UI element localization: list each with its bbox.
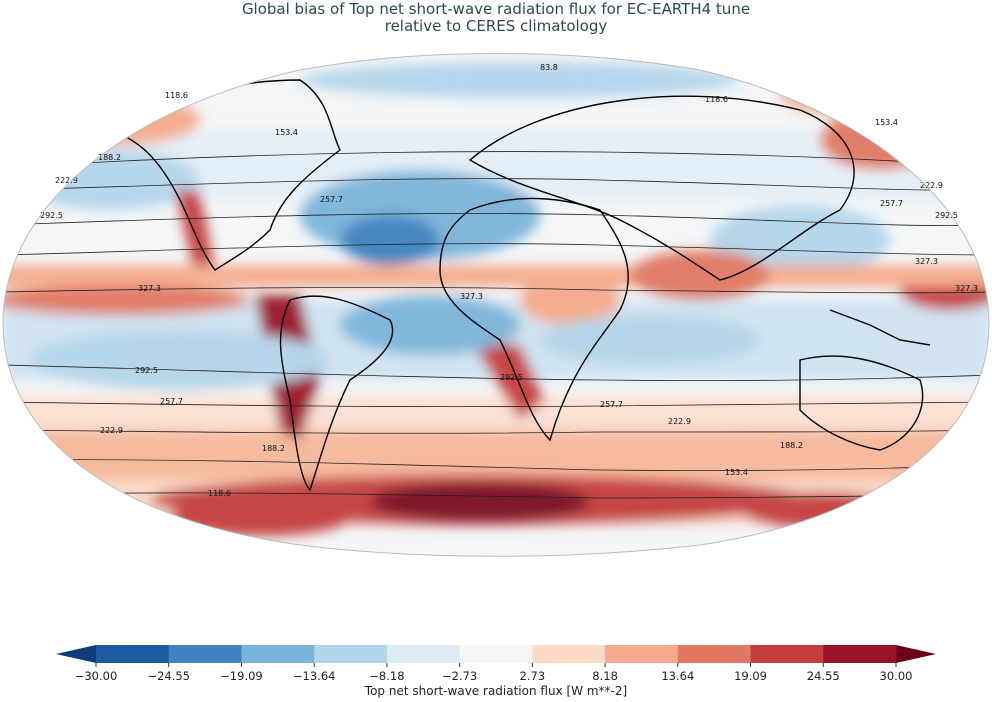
colorbar-tick-label: 13.64 bbox=[661, 669, 694, 683]
colorbar-tick-label: −8.18 bbox=[369, 669, 404, 683]
colorbar-swatches bbox=[56, 645, 936, 663]
colorbar-swatch bbox=[96, 645, 170, 663]
colorbar-swatch bbox=[823, 645, 897, 663]
contour-label: 257.7 bbox=[160, 397, 183, 406]
colorbar-extend-high bbox=[896, 645, 936, 663]
contour-label: 292.5 bbox=[500, 373, 523, 382]
contour-label: 257.7 bbox=[320, 195, 343, 204]
map-title-line2: relative to CERES climatology bbox=[384, 17, 608, 35]
contour-label: 188.2 bbox=[98, 153, 121, 162]
colorbar-tick-label: 8.18 bbox=[592, 669, 618, 683]
contour-label: 118.6 bbox=[165, 91, 188, 100]
contour-label: 327.3 bbox=[955, 284, 978, 293]
contour-label: 292.5 bbox=[40, 211, 63, 220]
colorbar-tick-label: 19.09 bbox=[734, 669, 767, 683]
colorbar-swatch bbox=[605, 645, 679, 663]
contour-label: 188.2 bbox=[780, 441, 803, 450]
colorbar-tick-label: −30.00 bbox=[75, 669, 118, 683]
colorbar-swatch bbox=[386, 645, 461, 663]
contour-label: 222.9 bbox=[920, 181, 943, 190]
contour-label: 222.9 bbox=[55, 176, 78, 185]
bias-map: 83.8 118.6 118.6 118.6 153.4 153.4 153.4… bbox=[2, 53, 990, 557]
colorbar-swatch bbox=[677, 645, 752, 663]
colorbar-extend-low bbox=[56, 645, 96, 663]
bias-field bbox=[3, 53, 989, 557]
colorbar-tick-label: 24.55 bbox=[807, 669, 840, 683]
contour-label: 118.6 bbox=[208, 489, 231, 498]
contour-label: 292.5 bbox=[935, 211, 958, 220]
contour-label: 153.4 bbox=[875, 118, 898, 127]
colorbar-swatch bbox=[241, 645, 315, 663]
colorbar-label: Top net short-wave radiation flux [W m**… bbox=[364, 684, 628, 698]
colorbar-tick-label: −13.64 bbox=[293, 669, 336, 683]
colorbar-tick-label: 30.00 bbox=[880, 669, 913, 683]
colorbar-tick-label: −2.73 bbox=[442, 669, 477, 683]
colorbar-tick-label: −24.55 bbox=[147, 669, 190, 683]
colorbar-swatch bbox=[750, 645, 824, 663]
contour-label: 327.3 bbox=[460, 292, 483, 301]
contour-label: 188.2 bbox=[262, 444, 285, 453]
colorbar-ticks: −30.00 −24.55 −19.09 −13.64 −8.18 −2.73 2.73 8.… bbox=[75, 663, 913, 683]
contour-label: 153.4 bbox=[725, 468, 748, 477]
contour-label: 257.7 bbox=[600, 400, 623, 409]
globe-outline bbox=[2, 53, 990, 557]
contour-labels: 83.8 118.6 118.6 118.6 153.4 153.4 153.4… bbox=[40, 63, 978, 498]
contour-label: 222.9 bbox=[100, 426, 123, 435]
colorbar-tick-label: −19.09 bbox=[220, 669, 263, 683]
colorbar-swatch bbox=[459, 645, 533, 663]
colorbar-swatch bbox=[168, 645, 242, 663]
colorbar-swatch bbox=[532, 645, 606, 663]
contour-label: 83.8 bbox=[540, 63, 558, 72]
contour-label: 327.3 bbox=[915, 257, 938, 266]
contour-label: 292.5 bbox=[135, 366, 158, 375]
colorbar-swatch bbox=[314, 645, 388, 663]
contour-label: 222.9 bbox=[668, 417, 691, 426]
contour-label: 118.6 bbox=[705, 95, 728, 104]
contours bbox=[3, 151, 989, 499]
colorbar-tick-label: 2.73 bbox=[520, 669, 546, 683]
map-title-line1: Global bias of Top net short-wave radiat… bbox=[241, 0, 751, 18]
contour-label: 257.7 bbox=[880, 199, 903, 208]
colorbar: −30.00 −24.55 −19.09 −13.64 −8.18 −2.73 2.73 8.… bbox=[56, 645, 936, 683]
contour-label: 153.4 bbox=[275, 128, 298, 137]
contour-label: 327.3 bbox=[138, 284, 161, 293]
